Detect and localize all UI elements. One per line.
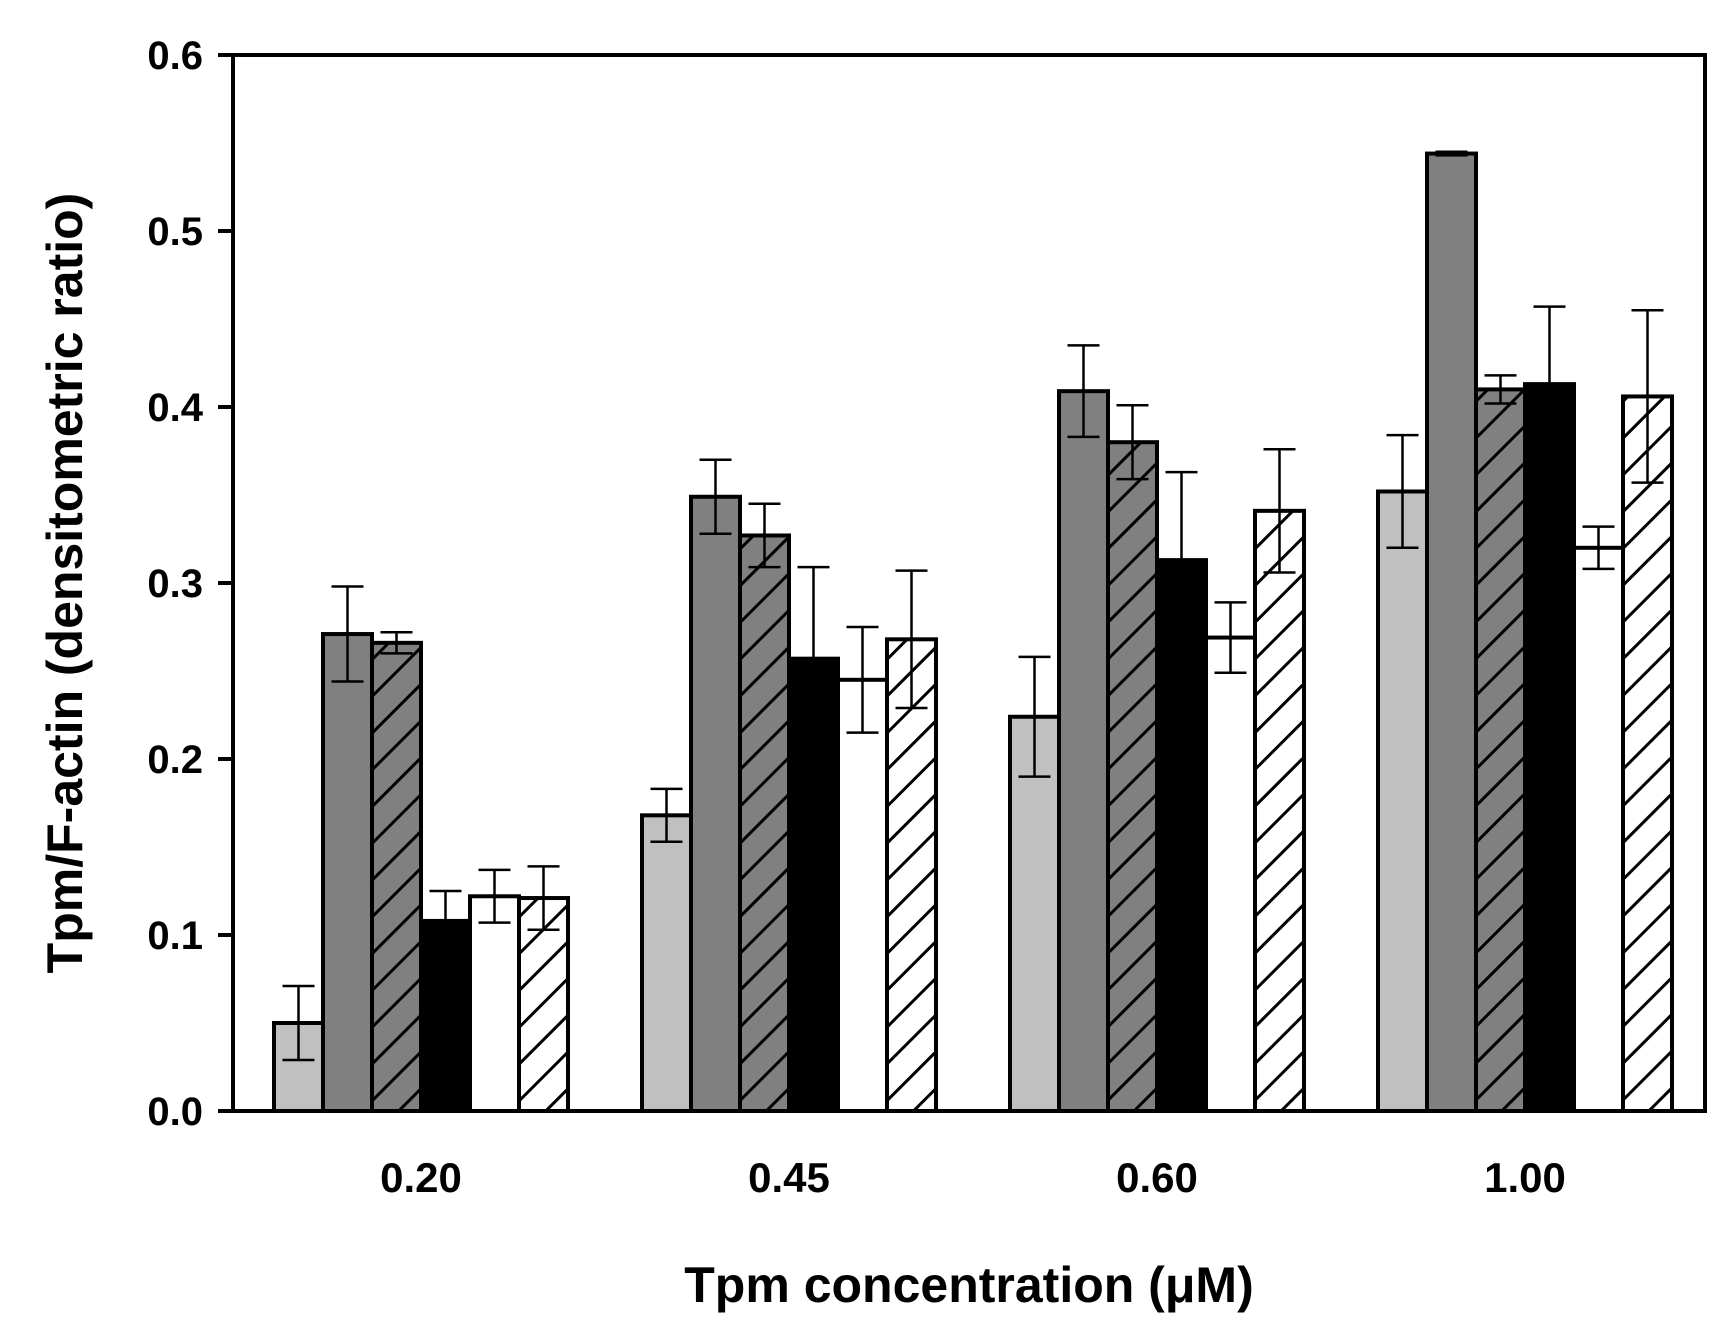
- error-bar: [748, 502, 781, 569]
- bar: [1474, 387, 1527, 1113]
- bar: [689, 494, 742, 1113]
- error-bar: [380, 631, 413, 655]
- bar: [1572, 545, 1625, 1113]
- bar: [1621, 394, 1674, 1113]
- bar: [836, 677, 889, 1113]
- error-bar: [1386, 433, 1419, 550]
- x-tick-label: 1.00: [1484, 1154, 1566, 1201]
- error-bar: [1533, 305, 1566, 463]
- x-axis-labels: 0.20 0.45 0.60 1.00: [380, 1154, 1566, 1201]
- bar: [640, 813, 693, 1113]
- error-bar: [895, 569, 928, 710]
- bars-group: [272, 151, 1674, 1114]
- y-tick-label: 0.1: [147, 914, 203, 958]
- bar: [1204, 635, 1257, 1113]
- bar: [1057, 389, 1110, 1114]
- error-bar: [1018, 655, 1051, 778]
- bar: [885, 637, 938, 1113]
- error-bar: [1067, 344, 1100, 439]
- error-bar: [797, 565, 830, 752]
- bar: [1376, 489, 1429, 1114]
- y-tick-label: 0.4: [147, 386, 203, 430]
- error-bar: [1116, 403, 1149, 481]
- error-bar: [1214, 601, 1247, 675]
- bar: [468, 894, 521, 1114]
- error-bar: [699, 458, 732, 535]
- error-bar: [527, 865, 560, 931]
- y-tick-label: 0.0: [147, 1090, 203, 1134]
- error-bar: [846, 625, 879, 734]
- y-tick-label: 0.2: [147, 738, 203, 782]
- error-bar: [650, 787, 683, 843]
- y-tick-label: 0.5: [147, 210, 203, 254]
- bar: [321, 632, 374, 1113]
- error-bar: [1484, 374, 1517, 405]
- bar: [1425, 151, 1478, 1113]
- y-axis-title: Tpm/F-actin (densitometric ratio): [37, 193, 93, 974]
- y-tick-label: 0.6: [147, 34, 203, 78]
- error-bar: [1631, 308, 1664, 484]
- error-bar: [478, 868, 511, 924]
- error-bar: [282, 984, 315, 1062]
- bar: [370, 640, 423, 1114]
- x-axis-title: Tpm concentration (μM): [684, 1257, 1253, 1313]
- error-bar: [1263, 447, 1296, 574]
- y-tick-label: 0.3: [147, 562, 203, 606]
- x-tick-label: 0.60: [1116, 1154, 1198, 1201]
- error-bar: [1165, 470, 1198, 650]
- error-bars-group: [282, 150, 1664, 1062]
- bar: [1253, 508, 1306, 1113]
- x-tick-label: 0.45: [748, 1154, 830, 1201]
- error-bar: [1582, 525, 1615, 571]
- error-bar: [429, 889, 462, 953]
- x-tick-label: 0.20: [380, 1154, 462, 1201]
- error-bar: [331, 585, 364, 683]
- bar: [1106, 440, 1159, 1113]
- y-axis-ticks: 0.0 0.1 0.2 0.3 0.4 0.5 0.6: [147, 34, 233, 1134]
- bar: [738, 533, 791, 1113]
- bar: [1523, 382, 1576, 1113]
- error-bar: [1435, 150, 1468, 157]
